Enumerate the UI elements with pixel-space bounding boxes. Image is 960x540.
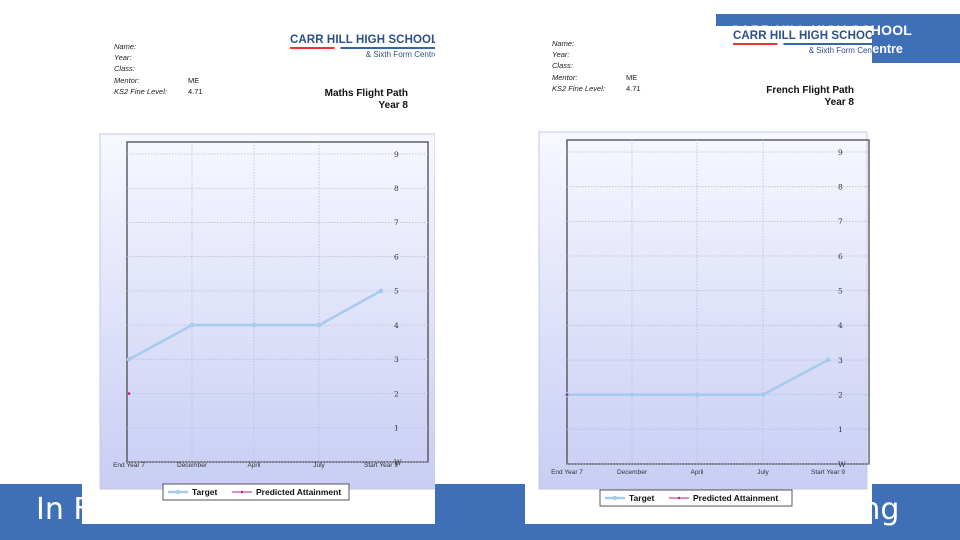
legend-marker-target — [175, 489, 181, 495]
legend-marker-target — [612, 495, 618, 501]
page-title: Maths Flight Path Year 8 — [324, 88, 408, 111]
y-tick-label: 1 — [838, 425, 843, 434]
y-tick-label: 7 — [838, 217, 843, 226]
data-point-target — [760, 392, 766, 398]
x-tick-label-april: April — [247, 462, 261, 469]
data-point-target — [378, 288, 384, 294]
school-logo: CARR HILL HIGH SCHOOL & Sixth Form Centr… — [733, 30, 872, 55]
y-tick-label: 1 — [394, 424, 399, 433]
legend-label-target: Target — [192, 487, 218, 497]
data-point-target — [189, 322, 195, 328]
data-point-target — [316, 322, 322, 328]
y-tick-label: 4 — [394, 321, 399, 330]
chart-legend: Target Predicted Attainment — [162, 483, 350, 501]
data-point-predicted-attainment — [127, 392, 131, 395]
data-point-target — [694, 392, 700, 398]
x-tick-label-december: December — [177, 462, 208, 469]
bottom-left-text: In F — [36, 492, 91, 527]
y-tick-label: 2 — [394, 389, 399, 398]
x-tick-label-july: July — [313, 462, 325, 469]
y-tick-label: 3 — [838, 356, 843, 365]
y-tick-label: 8 — [838, 182, 843, 191]
x-tick-label-july: July — [757, 469, 769, 476]
chart-outer-area — [538, 131, 868, 490]
legend-box — [162, 483, 350, 501]
y-tick-label: 7 — [394, 218, 399, 227]
y-tick-label: 9 — [394, 150, 399, 159]
maths-flight-path-chart: W 1 2 3 4 5 6 7 8 9 End Year 7 December April July Sta… — [99, 133, 435, 501]
maths-flight-path-sheet: Name: Year: Class: Mentor: ME KS2 Fine Le… — [82, 26, 435, 524]
y-tick-label: 9 — [838, 148, 843, 157]
data-point-target — [126, 356, 132, 362]
y-tick-label: W — [838, 460, 846, 469]
data-point-target — [251, 322, 257, 328]
y-tick-label: 2 — [838, 390, 843, 399]
y-tick-label: 4 — [838, 321, 843, 330]
x-tick-label-april: April — [690, 469, 704, 476]
y-tick-label: 6 — [394, 252, 399, 261]
x-tick-label-end-year-7: End Year 7 — [113, 462, 145, 469]
school-logo: CARR HILL HIGH SCHOOL & Sixth Form Centr… — [290, 34, 435, 59]
y-tick-label: W — [394, 458, 402, 467]
data-point-target — [629, 392, 635, 398]
french-flight-path-sheet: Name: Year: Class: Mentor: ME KS2 Fine Le… — [525, 26, 872, 524]
chart-legend: Target Predicted Attainment — [599, 489, 793, 507]
x-tick-label-end-year-7: End Year 7 — [551, 469, 583, 476]
legend-label-predicted-attainment: Predicted Attainment — [693, 493, 778, 503]
y-tick-label: 6 — [838, 252, 843, 261]
x-tick-label-december: December — [617, 469, 648, 476]
y-tick-label: 8 — [394, 184, 399, 193]
page-title: French Flight Path Year 8 — [766, 85, 854, 108]
x-tick-label-start-year-9: Start Year 9 — [811, 469, 845, 476]
french-flight-path-chart: W 1 2 3 4 5 6 7 8 9 End Year 7 December April July Sta… — [538, 131, 870, 507]
legend-box — [599, 489, 793, 507]
x-tick-label-start-year-9: Start Year 9 — [364, 462, 398, 469]
legend-label-predicted-attainment: Predicted Attainment — [256, 487, 341, 497]
legend-marker-predicted-attainment — [677, 496, 681, 500]
legend-label-target: Target — [629, 493, 655, 503]
chart-outer-area — [99, 133, 435, 490]
data-point-predicted-attainment — [565, 393, 569, 396]
y-tick-label: 5 — [838, 286, 843, 295]
y-tick-label: 5 — [394, 287, 399, 296]
data-point-target — [825, 357, 831, 363]
y-tick-label: 3 — [394, 355, 399, 364]
legend-marker-predicted-attainment — [240, 490, 244, 494]
